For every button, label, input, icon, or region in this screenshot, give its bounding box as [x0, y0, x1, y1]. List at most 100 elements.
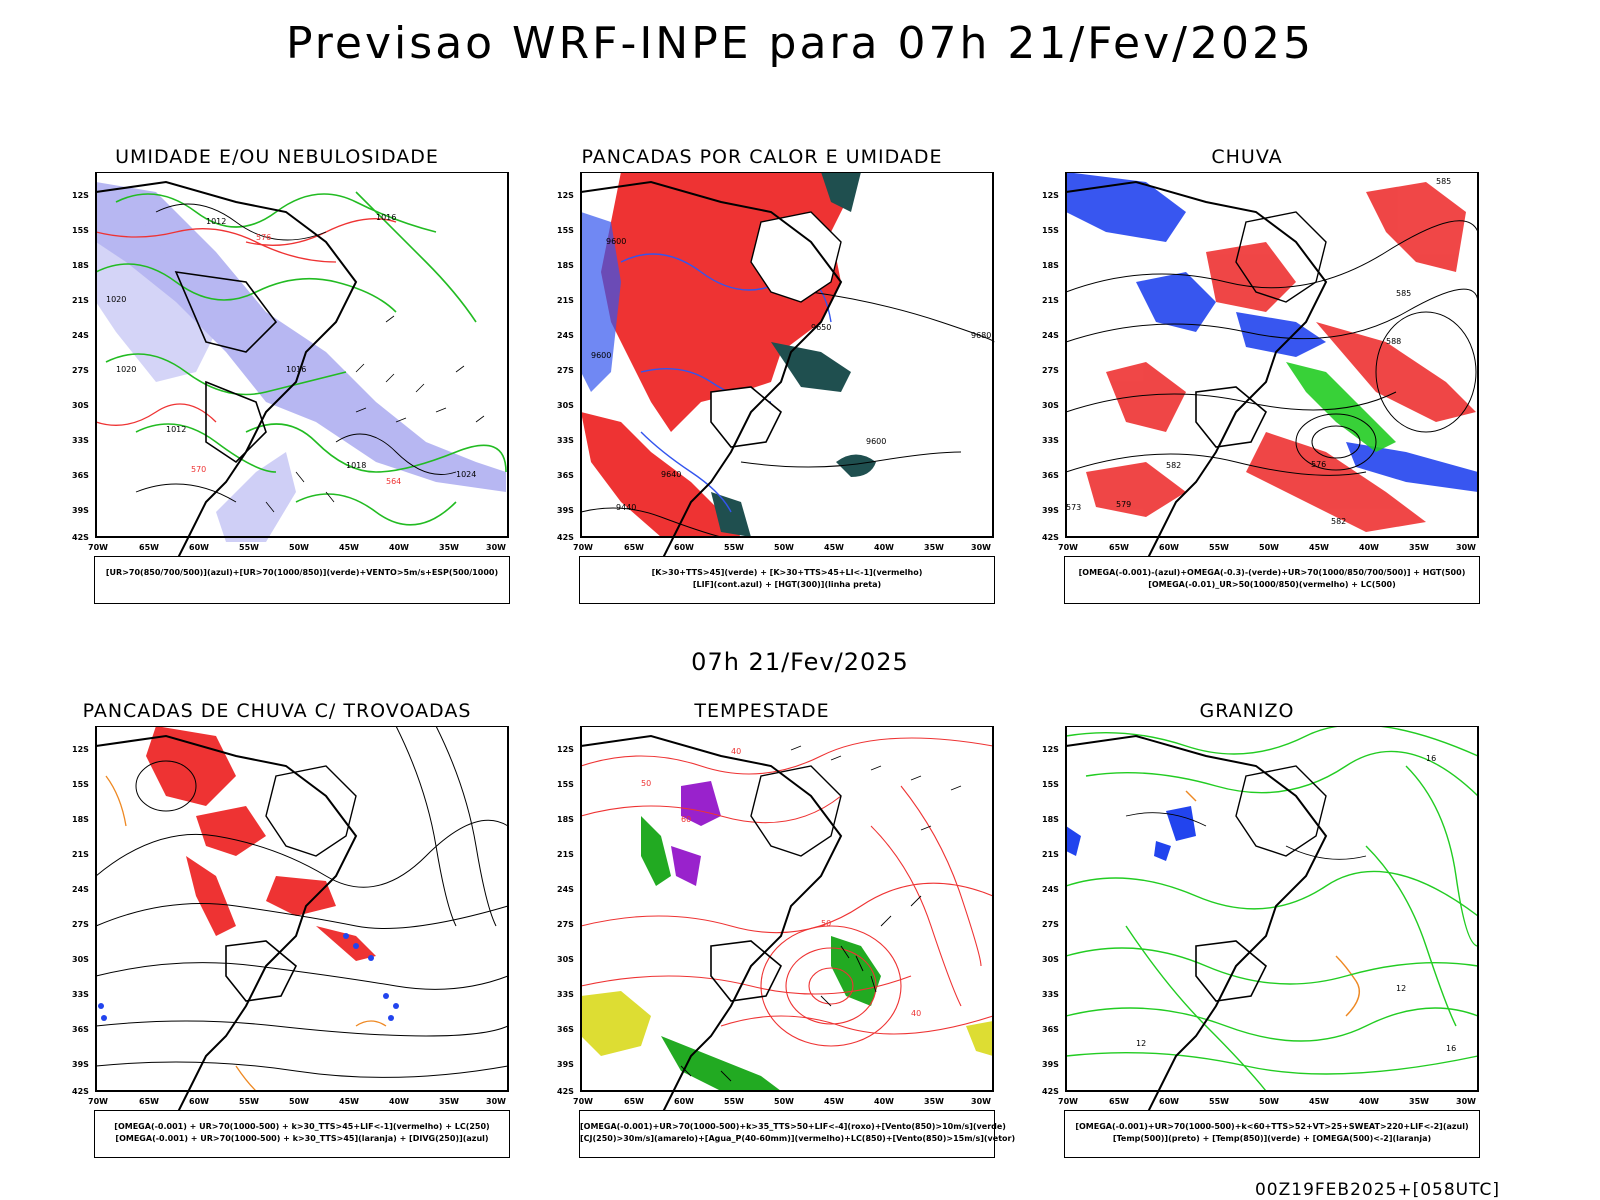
lon-label: 35W — [1409, 543, 1429, 552]
lon-label: 70W — [573, 543, 593, 552]
lon-label: 65W — [624, 543, 644, 552]
lat-label: 18S — [72, 815, 89, 824]
lat-label: 42S — [1042, 1087, 1059, 1096]
contour-label: 9650 — [811, 323, 831, 332]
panel-pancadas-calor: PANCADAS POR CALOR E UMIDADE — [537, 146, 995, 626]
contour-label: 40 — [731, 747, 741, 756]
lat-label: 27S — [557, 920, 574, 929]
lon-label: 70W — [88, 1097, 108, 1106]
lon-label: 45W — [339, 543, 359, 552]
lat-label: 18S — [72, 261, 89, 270]
coastline — [580, 180, 843, 562]
lon-label: 40W — [874, 1097, 894, 1106]
map-granizo: 16 12 12 16 12S 15S 18S 21S 24S 27S 30S … — [1042, 726, 1479, 1116]
lon-label: 35W — [1409, 1097, 1429, 1106]
lat-label: 36S — [72, 1025, 89, 1034]
lat-label: 24S — [557, 331, 574, 340]
lon-label: 35W — [924, 1097, 944, 1106]
lon-label: 60W — [1159, 543, 1179, 552]
panel-title: GRANIZO — [1199, 700, 1295, 722]
contour-label: 576 — [1311, 460, 1326, 469]
lat-label: 18S — [557, 261, 574, 270]
lat-label: 15S — [1042, 780, 1059, 789]
lon-label: 45W — [824, 1097, 844, 1106]
contour-label: 1024 — [456, 470, 476, 479]
contour-label: 1020 — [106, 295, 126, 304]
lat-label: 27S — [72, 920, 89, 929]
panel-title: TEMPESTADE — [694, 700, 830, 722]
lon-label: 45W — [1309, 543, 1329, 552]
lon-label: 40W — [874, 543, 894, 552]
lon-label: 40W — [389, 543, 409, 552]
map-pancadas-trovoadas: 12S 15S 18S 21S 24S 27S 30S 33S 36S 39S … — [72, 726, 509, 1116]
lon-label: 65W — [139, 543, 159, 552]
contour-label: 1016 — [376, 213, 396, 222]
panel-title: UMIDADE E/OU NEBULOSIDADE — [115, 146, 439, 168]
lat-label: 36S — [1042, 471, 1059, 480]
lon-label: 70W — [88, 543, 108, 552]
coastline — [95, 734, 358, 1116]
panel-pancadas-trovoadas: PANCADAS DE CHUVA C/ TROVOADAS — [52, 700, 510, 1180]
legend-line: [LIF](cont.azul) + [HGT(300)](linha pret… — [692, 580, 882, 589]
panel-umidade: UMIDADE E/OU NEBULOSIDADE — [52, 146, 510, 626]
legend-line: [OMEGA(-0.001)+UR>70(1000-500)+k>35_TTS>… — [580, 1122, 1006, 1131]
contour-label: 564 — [386, 477, 401, 486]
contour-label: 12 — [1136, 1039, 1146, 1048]
lat-label: 12S — [1042, 745, 1059, 754]
lat-label: 24S — [1042, 885, 1059, 894]
legend-box: [UR>70(850/700/500)](azul)+[UR>70(1000/8… — [94, 556, 510, 604]
lat-label: 42S — [557, 1087, 574, 1096]
lat-label: 24S — [1042, 331, 1059, 340]
lon-label: 45W — [1309, 1097, 1329, 1106]
lat-label: 39S — [72, 506, 89, 515]
lat-label: 30S — [72, 401, 89, 410]
lat-label: 30S — [72, 955, 89, 964]
coastline — [580, 734, 843, 1116]
lon-label: 50W — [1259, 1097, 1279, 1106]
lon-label: 60W — [674, 1097, 694, 1106]
lat-label: 39S — [1042, 506, 1059, 515]
lon-label: 40W — [389, 1097, 409, 1106]
lon-label: 35W — [439, 1097, 459, 1106]
lat-label: 36S — [557, 471, 574, 480]
legend-line: [Temp(500)](preto) + [Temp(850)](verde) … — [1112, 1134, 1432, 1143]
contour-label: 9600 — [606, 237, 626, 246]
contour-label: 40 — [911, 1009, 921, 1018]
lon-label: 30W — [486, 1097, 506, 1106]
lon-label: 45W — [339, 1097, 359, 1106]
legend-line: [OMEGA(-0.001)+UR>70(1000-500)+k<60+TTS>… — [1075, 1122, 1469, 1131]
lon-label: 55W — [724, 543, 744, 552]
lon-label: 50W — [289, 1097, 309, 1106]
lat-label: 33S — [557, 436, 574, 445]
coastline — [1065, 734, 1328, 1116]
lat-label: 24S — [72, 885, 89, 894]
lon-label: 60W — [1159, 1097, 1179, 1106]
contour-label: 579 — [1116, 500, 1131, 509]
lat-label: 27S — [1042, 920, 1059, 929]
lon-label: 30W — [971, 543, 991, 552]
contour-label: 1012 — [166, 425, 186, 434]
lon-label: 45W — [824, 543, 844, 552]
lat-label: 21S — [1042, 850, 1059, 859]
map-chuva: 585 588 582 576 573 579 582 585 12S 15S … — [1042, 172, 1479, 562]
contour-label: 12 — [1396, 984, 1406, 993]
contour-label: 585 — [1436, 177, 1451, 186]
lon-label: 55W — [1209, 1097, 1229, 1106]
legend-line: [OMEGA(-0.001)-(azul)+OMEGA(-0.3)-(verde… — [1078, 568, 1466, 577]
lon-label: 50W — [774, 1097, 794, 1106]
lat-label: 33S — [1042, 436, 1059, 445]
panel-granizo: GRANIZO — [1022, 700, 1480, 1180]
lon-label: 35W — [439, 543, 459, 552]
legend-line: [UR>70(850/700/500)](azul)+[UR>70(1000/8… — [105, 568, 499, 577]
lon-label: 50W — [289, 543, 309, 552]
lat-label: 21S — [72, 850, 89, 859]
legend-box: [OMEGA(-0.001)-(azul)+OMEGA(-0.3)-(verde… — [1064, 556, 1480, 604]
coastline — [95, 180, 358, 562]
lon-label: 70W — [573, 1097, 593, 1106]
contour-label: 9600 — [591, 351, 611, 360]
panel-title: CHUVA — [1211, 146, 1283, 168]
lon-label: 40W — [1359, 543, 1379, 552]
lon-label: 40W — [1359, 1097, 1379, 1106]
contour-label: 585 — [1396, 289, 1411, 298]
legend-box: [OMEGA(-0.001) + UR>70(1000-500) + k>30_… — [94, 1110, 510, 1158]
